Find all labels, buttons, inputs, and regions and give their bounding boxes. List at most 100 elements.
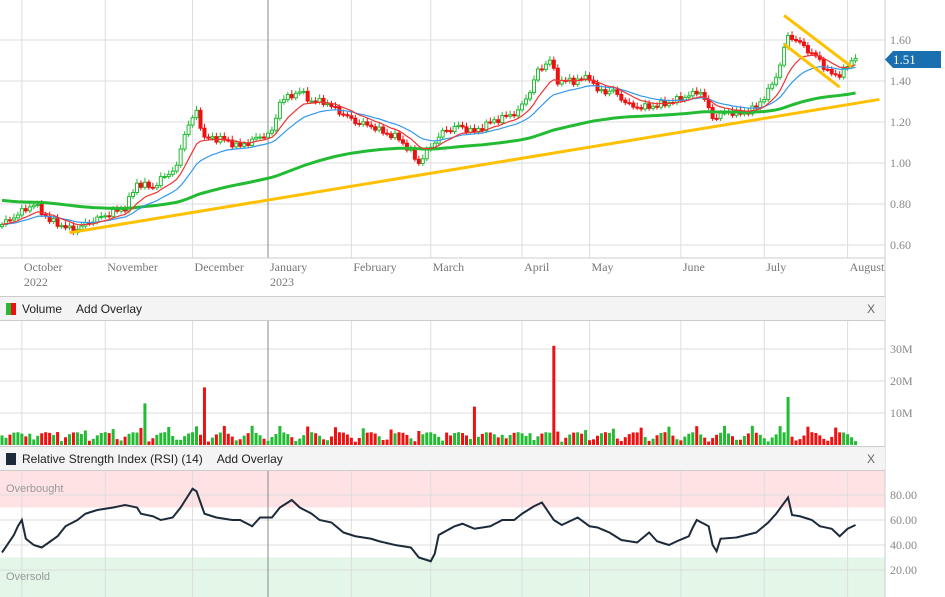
candle-up [51, 218, 56, 223]
candle-up [111, 209, 116, 217]
rsi-close-icon[interactable]: X [866, 451, 875, 466]
candle-up [281, 99, 286, 103]
volume-add-overlay-button[interactable]: Add Overlay [76, 301, 143, 316]
volume-bar [480, 433, 484, 445]
month-label: June [682, 260, 705, 274]
candle-down [397, 132, 401, 141]
volume-bar [250, 425, 254, 445]
candle-down [289, 94, 294, 99]
volume-bar [79, 433, 83, 445]
ma10-line [1, 54, 856, 226]
volume-bar [727, 433, 731, 445]
candle-up [643, 103, 648, 110]
volume-bar [846, 434, 850, 445]
volume-bar [377, 436, 381, 445]
volume-bar [818, 435, 822, 445]
volume-bar [373, 433, 377, 445]
candle-down [305, 90, 310, 102]
volume-bar [314, 433, 318, 445]
candle-down [496, 119, 501, 124]
candle-up [690, 90, 695, 97]
candle-up [170, 170, 175, 175]
price-tick-label: 1.60 [890, 33, 911, 47]
volume-bar [91, 438, 95, 445]
volume-bar [425, 432, 429, 445]
volume-bar [75, 432, 79, 445]
volume-bar [393, 433, 397, 445]
volume-bar [40, 433, 44, 445]
candle-down [623, 99, 628, 104]
candle-up [19, 208, 24, 216]
candle-down [381, 126, 386, 134]
price-tick-label: 0.80 [890, 197, 911, 211]
volume-bar [790, 436, 794, 445]
candle-down [809, 52, 814, 55]
volume-bar [298, 438, 302, 445]
candle-down [488, 121, 493, 124]
volume-bar [83, 430, 87, 445]
volume-bar [282, 432, 286, 445]
volume-bar [131, 432, 135, 445]
price-tick-label: 1.00 [890, 156, 911, 170]
candle-up [166, 173, 171, 178]
volume-bar [389, 429, 393, 445]
volume-bar [675, 439, 679, 445]
volume-bar [774, 434, 778, 445]
volume-bar [560, 441, 564, 445]
volume-bar [421, 434, 425, 445]
candle-up [35, 204, 40, 207]
candle-up [543, 63, 548, 70]
volume-bar [115, 439, 119, 445]
candle-down [230, 139, 235, 148]
candle-up [778, 64, 783, 78]
volume-bar [492, 434, 496, 445]
volume-bar [568, 434, 572, 445]
volume-bar [798, 439, 802, 445]
candle-down [825, 68, 830, 71]
candle-down [206, 136, 211, 139]
candle-down [833, 73, 838, 76]
candle-up [178, 148, 183, 166]
candle-down [404, 142, 409, 151]
candle-up [142, 181, 147, 188]
candle-up [599, 89, 604, 92]
rsi-add-overlay-button[interactable]: Add Overlay [216, 451, 283, 466]
candle-up [508, 114, 513, 117]
volume-bar [476, 436, 480, 445]
volume-bar [413, 441, 417, 445]
rsi-title: Relative Strength Index (RSI) (14) [22, 451, 203, 466]
candle-up [297, 91, 302, 94]
volume-bar [254, 432, 258, 445]
candle-down [805, 45, 810, 54]
candle-up [79, 225, 84, 230]
price-tick-label: 1.20 [890, 115, 911, 129]
candle-down [400, 139, 405, 144]
volume-close-icon[interactable]: X [866, 301, 875, 316]
volume-bar [572, 432, 576, 445]
volume-bar [552, 345, 556, 445]
month-label: November [107, 260, 158, 274]
volume-bar [67, 434, 71, 445]
candle-up [11, 217, 16, 221]
volume-bar [206, 441, 210, 445]
rsi-tick-label: 60.00 [890, 513, 917, 527]
candle-up [524, 98, 529, 105]
candle-up [325, 103, 330, 106]
volume-bar [171, 436, 175, 445]
volume-bar [826, 440, 830, 445]
volume-bar [588, 440, 592, 445]
volume-bar [719, 432, 723, 445]
candle-up [762, 99, 767, 103]
candle-down [107, 215, 112, 218]
candle-down [464, 126, 469, 133]
candle-down [63, 225, 68, 229]
volume-bar [405, 434, 409, 445]
volume-bar [381, 439, 385, 445]
candle-down [504, 114, 509, 117]
volume-bar [127, 433, 131, 445]
volume-bar [540, 433, 544, 445]
volume-bar [449, 435, 453, 445]
candle-down [365, 121, 370, 126]
volume-bar [64, 437, 68, 445]
